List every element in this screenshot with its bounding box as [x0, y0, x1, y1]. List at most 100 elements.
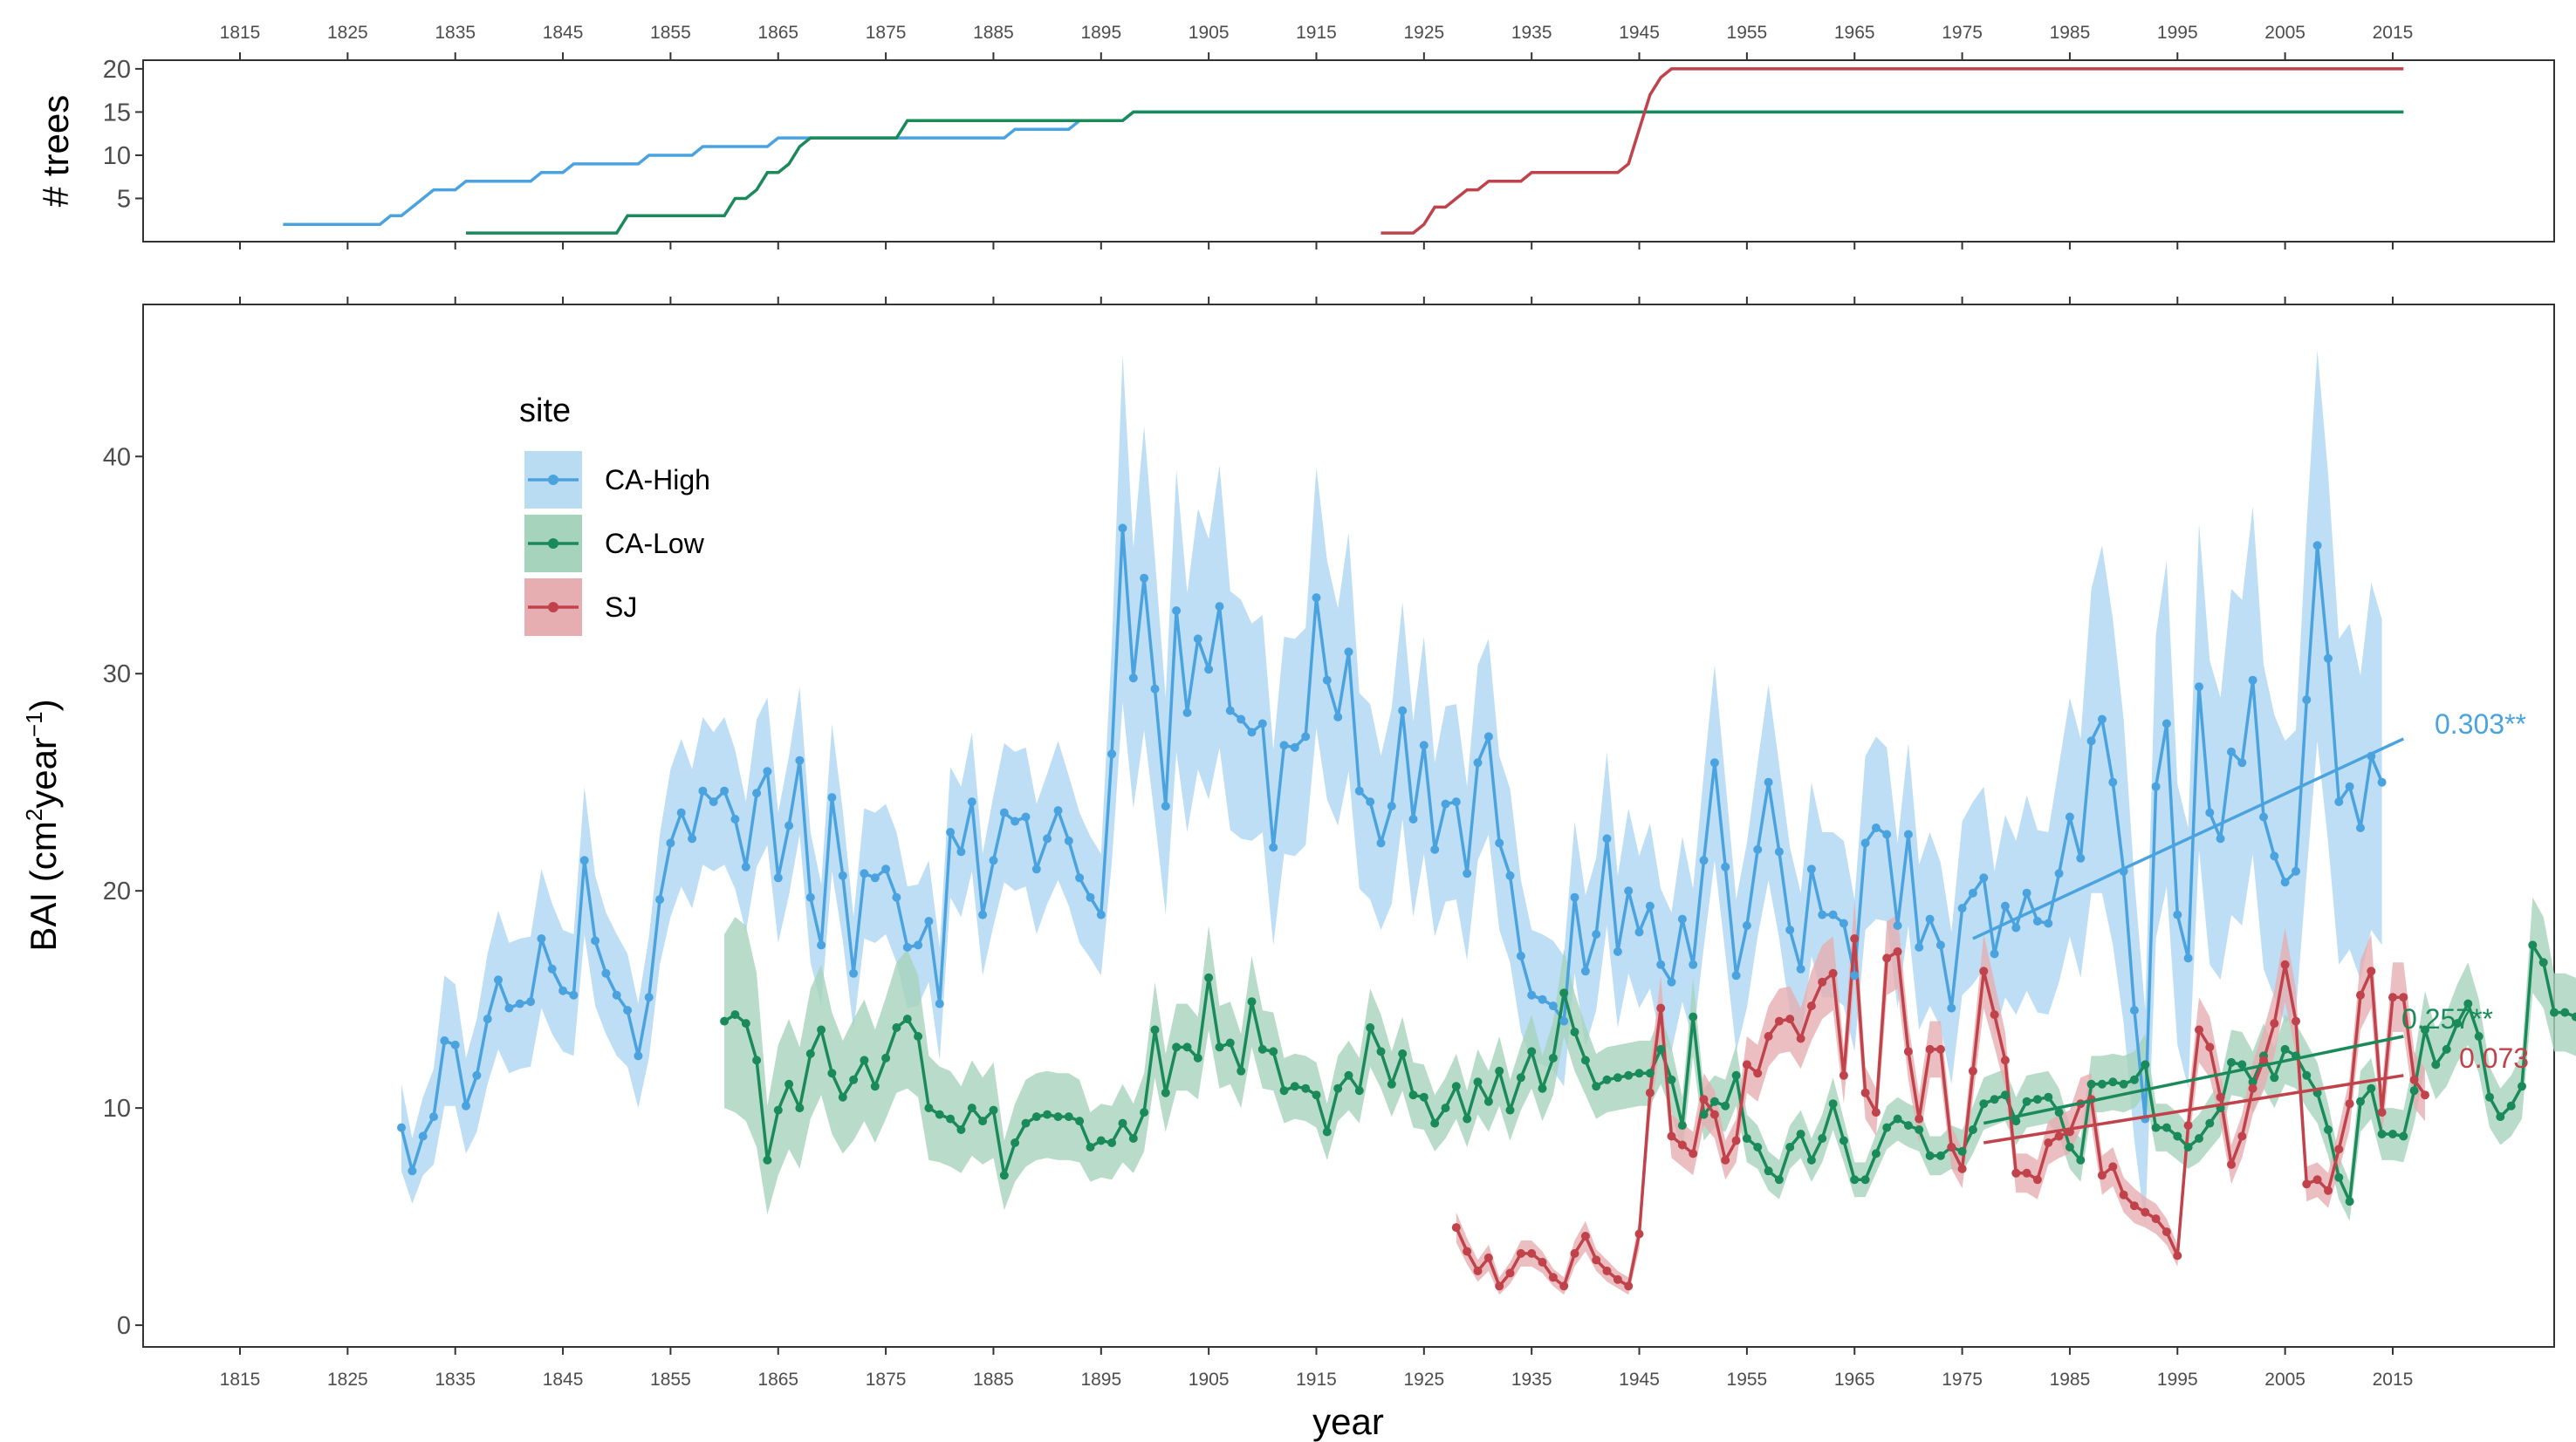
- point-ca-low: [1893, 1114, 1902, 1124]
- point-ca-high: [676, 808, 686, 817]
- trees-top-x-tick-label: 1965: [1834, 23, 1875, 43]
- point-ca-high: [1366, 797, 1375, 807]
- trend-label-sj: 0.073: [2459, 1042, 2529, 1074]
- point-ca-high: [1043, 834, 1052, 844]
- trees-top-x-tick-label: 1955: [1727, 23, 1768, 43]
- point-ca-high: [2086, 736, 2096, 746]
- point-sj: [2195, 1025, 2203, 1035]
- point-ca-high: [2195, 682, 2203, 692]
- point-ca-low: [2421, 1025, 2429, 1035]
- point-sj: [2227, 1159, 2236, 1169]
- point-ca-low: [2302, 1070, 2312, 1080]
- point-ca-low: [2538, 958, 2548, 967]
- point-ca-high: [2377, 777, 2387, 787]
- point-ca-high: [397, 1123, 406, 1132]
- trees-top-x-tick-label: 1835: [435, 23, 476, 43]
- point-ca-high: [1656, 960, 1666, 969]
- point-ca-high: [569, 990, 579, 1000]
- point-sj: [2292, 1016, 2300, 1026]
- point-ca-high: [989, 856, 998, 865]
- point-sj: [1602, 1266, 1612, 1275]
- point-ca-low: [773, 1105, 783, 1115]
- point-ca-high: [1645, 901, 1655, 911]
- point-ca-high: [1128, 673, 1138, 683]
- point-ca-high: [1527, 990, 1537, 1000]
- trees-top-x-tick-label: 1975: [1942, 23, 1983, 43]
- y-tick-label: 30: [103, 660, 131, 688]
- point-ca-low: [1915, 1125, 1924, 1134]
- point-ca-low: [1677, 1121, 1687, 1131]
- point-ca-high: [763, 767, 772, 776]
- point-sj: [1925, 1044, 1935, 1054]
- point-ca-low: [1419, 1092, 1428, 1102]
- point-sj: [1677, 1140, 1687, 1150]
- point-ca-low: [1742, 1134, 1751, 1143]
- trees-top-x-tick-label: 1905: [1189, 23, 1230, 43]
- point-ca-low: [2065, 1143, 2074, 1152]
- point-ca-high: [1806, 865, 1816, 874]
- bai-bottom-x-tick-label: 1955: [1727, 1370, 1768, 1390]
- point-ca-low: [1709, 1097, 1719, 1106]
- point-ca-high: [1172, 606, 1182, 615]
- point-ca-low: [1096, 1136, 1106, 1145]
- point-ca-low: [2000, 1090, 2010, 1100]
- point-ca-low: [1333, 1083, 1343, 1093]
- point-ca-high: [999, 808, 1009, 817]
- band-ca-low: [724, 897, 2576, 1221]
- point-ca-low: [860, 1056, 869, 1065]
- point-sj: [2141, 1207, 2150, 1217]
- point-ca-low: [1850, 1175, 1860, 1185]
- point-sj: [1548, 1273, 1558, 1282]
- point-ca-high: [752, 789, 762, 798]
- point-sj: [1505, 1268, 1515, 1278]
- point-ca-low: [1150, 1025, 1160, 1035]
- point-ca-low: [1580, 1056, 1590, 1065]
- point-ca-high: [1430, 844, 1440, 854]
- point-ca-low: [1257, 1044, 1267, 1054]
- point-ca-high: [946, 828, 956, 837]
- point-ca-low: [1344, 1070, 1353, 1080]
- point-ca-high: [1516, 951, 1525, 960]
- point-ca-low: [1538, 1083, 1547, 1093]
- point-sj: [1656, 1003, 1666, 1013]
- point-ca-low: [1247, 997, 1257, 1007]
- point-ca-low: [817, 1025, 826, 1035]
- point-ca-low: [741, 1019, 750, 1029]
- point-ca-high: [2162, 719, 2171, 728]
- trees-panel-frame: [142, 59, 2555, 243]
- point-ca-high: [2324, 653, 2333, 663]
- point-sj: [1806, 1001, 1816, 1011]
- point-ca-low: [827, 1069, 837, 1078]
- point-ca-high: [429, 1112, 438, 1122]
- point-ca-high: [935, 999, 944, 1008]
- point-sj: [2022, 1168, 2031, 1178]
- point-ca-low: [2205, 1118, 2215, 1128]
- point-ca-low: [2151, 1123, 2161, 1132]
- point-ca-low: [1075, 1117, 1085, 1126]
- point-ca-high: [1096, 910, 1106, 919]
- point-ca-low: [1387, 1079, 1396, 1089]
- point-sj: [1483, 1253, 1493, 1262]
- point-ca-low: [1592, 1082, 1601, 1091]
- point-ca-high: [860, 869, 869, 878]
- point-ca-low: [892, 1023, 901, 1032]
- point-ca-high: [1161, 802, 1170, 811]
- point-ca-low: [1011, 1138, 1020, 1147]
- point-ca-high: [1279, 741, 1289, 750]
- point-ca-high: [1322, 675, 1332, 685]
- point-sj: [1968, 1066, 1977, 1076]
- trend-line-sj: [1983, 1074, 2404, 1145]
- point-sj: [2302, 1179, 2312, 1189]
- bai-bottom-x-tick-label: 1865: [757, 1370, 798, 1390]
- trees-top-xticks: 1815 1825 1835 1845 1855 1865 1875 1885 1895 1905…: [220, 23, 2413, 60]
- point-ca-high: [634, 1051, 643, 1061]
- point-ca-high: [2248, 675, 2257, 685]
- point-ca-high: [2259, 812, 2268, 822]
- point-ca-high: [2334, 797, 2344, 807]
- point-ca-high: [2097, 714, 2107, 724]
- point-ca-high: [1968, 888, 1977, 898]
- trees-top-x-tick-label: 1915: [1296, 23, 1337, 43]
- bai-bottom-x-tick-label: 1825: [327, 1370, 368, 1390]
- point-sj: [2377, 1108, 2387, 1117]
- point-ca-low: [1408, 1090, 1418, 1100]
